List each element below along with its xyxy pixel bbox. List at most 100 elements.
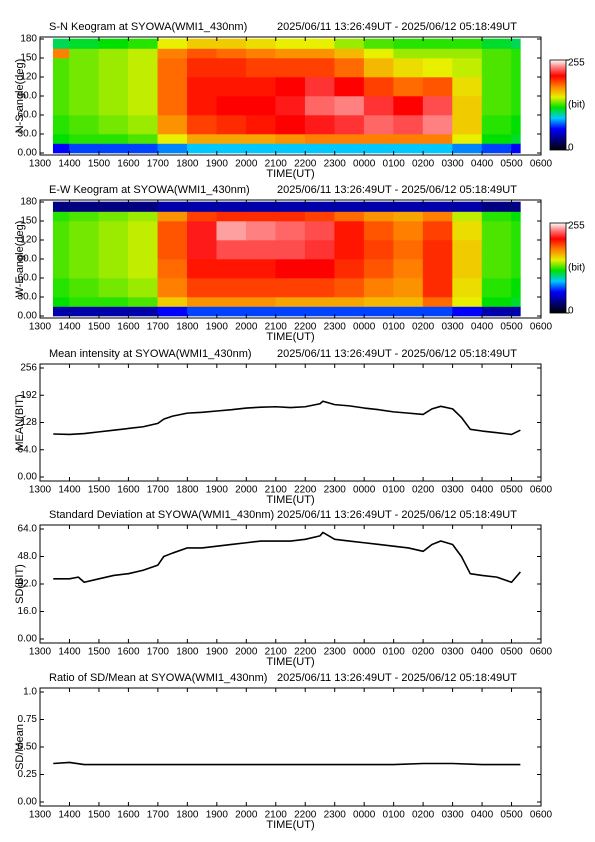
heatmap-cell [69, 220, 100, 241]
heatmap-cell [98, 296, 129, 307]
heatmap-cell [187, 277, 218, 298]
heatmap-cell [157, 38, 188, 49]
heatmap-cell [98, 114, 129, 135]
heatmap-cell [422, 306, 453, 317]
heatmap-cell [304, 211, 336, 222]
heatmap-cell [481, 76, 512, 97]
heatmap-cell [128, 38, 159, 49]
heatmap-cell [216, 201, 247, 212]
x-tick-label: 0000 [353, 485, 376, 496]
heatmap-cell [245, 277, 277, 298]
x-tick-label: 0100 [383, 159, 406, 170]
x-tick-label: 0300 [441, 810, 464, 821]
heatmap-cell [481, 277, 512, 298]
heatmap-cell [128, 114, 159, 135]
heatmap-cell [363, 133, 394, 144]
heatmap-cell [363, 95, 394, 116]
x-tick-label: 1500 [88, 322, 111, 333]
heatmap-cell [422, 114, 453, 135]
heatmap-cell [363, 239, 394, 260]
heatmap-cell [128, 201, 159, 212]
heatmap-cell [334, 277, 365, 298]
heatmap-cell [304, 201, 336, 212]
x-axis-label: TIME(UT) [266, 168, 314, 180]
heatmap-cell [511, 48, 521, 59]
heatmap-cell [187, 114, 218, 135]
x-tick-label: 0200 [412, 647, 435, 658]
x-tick-label: 0100 [383, 810, 406, 821]
heatmap-cell [98, 220, 129, 241]
heatmap-cell [98, 239, 129, 260]
heatmap-cell [216, 277, 247, 298]
x-tick-label: 0500 [500, 485, 523, 496]
heatmap-cell [304, 306, 336, 317]
heatmap-cell [245, 220, 277, 241]
heatmap-cell [245, 306, 277, 317]
heatmap-cell [393, 95, 424, 116]
heatmap-cell [187, 48, 218, 59]
heatmap-cell [481, 258, 512, 279]
heatmap-cell [363, 306, 394, 317]
x-tick-label: 1400 [58, 159, 81, 170]
x-tick-label: 1600 [117, 159, 140, 170]
heatmap-cell [157, 306, 188, 317]
heatmap-cell [52, 277, 70, 298]
chart-subtitle: 2025/06/11 13:26:49UT - 2025/06/12 05:18… [277, 184, 517, 196]
heatmap-cell [98, 133, 129, 144]
heatmap-cell [511, 220, 521, 241]
x-tick-label: 1300 [29, 647, 52, 658]
heatmap-cell [304, 133, 336, 144]
heatmap-cell [363, 38, 394, 49]
heatmap-cell [393, 211, 424, 222]
heatmap-cell [334, 296, 365, 307]
heatmap-cell [128, 95, 159, 116]
heatmap-cell [98, 211, 129, 222]
x-tick-label: 2000 [235, 159, 258, 170]
x-tick-label: 1500 [88, 159, 111, 170]
heatmap-cell [452, 133, 483, 144]
x-tick-label: 1800 [176, 647, 199, 658]
heatmap-cell [481, 114, 512, 135]
x-tick-label: 0400 [471, 647, 494, 658]
heatmap-cell [216, 48, 247, 59]
heatmap-cell [216, 296, 247, 307]
heatmap-cell [128, 258, 159, 279]
heatmap-cell [304, 239, 336, 260]
x-tick-label: 0600 [530, 647, 553, 658]
heatmap-cell [245, 48, 277, 59]
x-tick-label: 0600 [530, 810, 553, 821]
heatmap-cell [334, 95, 365, 116]
data-line [53, 761, 521, 766]
x-tick-label: 2100 [265, 322, 288, 333]
heatmap-cell [52, 57, 70, 78]
x-tick-label: 0000 [353, 322, 376, 333]
x-tick-label: 1900 [206, 810, 229, 821]
heatmap-cell [275, 95, 306, 116]
heatmap-cell [422, 38, 453, 49]
heatmap-cell [422, 277, 453, 298]
x-tick-label: 0300 [441, 159, 464, 170]
heatmap-cell [511, 239, 521, 260]
heatmap-cell [157, 239, 188, 260]
heatmap-cell [69, 114, 100, 135]
x-tick-label: 0300 [441, 647, 464, 658]
heatmap-cell [245, 133, 277, 144]
x-tick-label: 1600 [117, 810, 140, 821]
x-tick-label: 0300 [441, 485, 464, 496]
heatmap-cell [422, 211, 453, 222]
heatmap-cell [275, 220, 306, 241]
heatmap-cell [52, 114, 70, 135]
heatmap-cell [245, 38, 277, 49]
x-tick-label: 2200 [294, 322, 317, 333]
heatmap-cell [275, 296, 306, 307]
heatmap-cell [393, 258, 424, 279]
heatmap-cell [275, 211, 306, 222]
heatmap-cell [334, 258, 365, 279]
x-tick-label: 1400 [58, 322, 81, 333]
heatmap-cell [245, 239, 277, 260]
x-tick-label: 0100 [383, 485, 406, 496]
heatmap-cell [452, 258, 483, 279]
y-tick-label: 0.00 [18, 311, 38, 322]
heatmap-cell [334, 143, 365, 154]
